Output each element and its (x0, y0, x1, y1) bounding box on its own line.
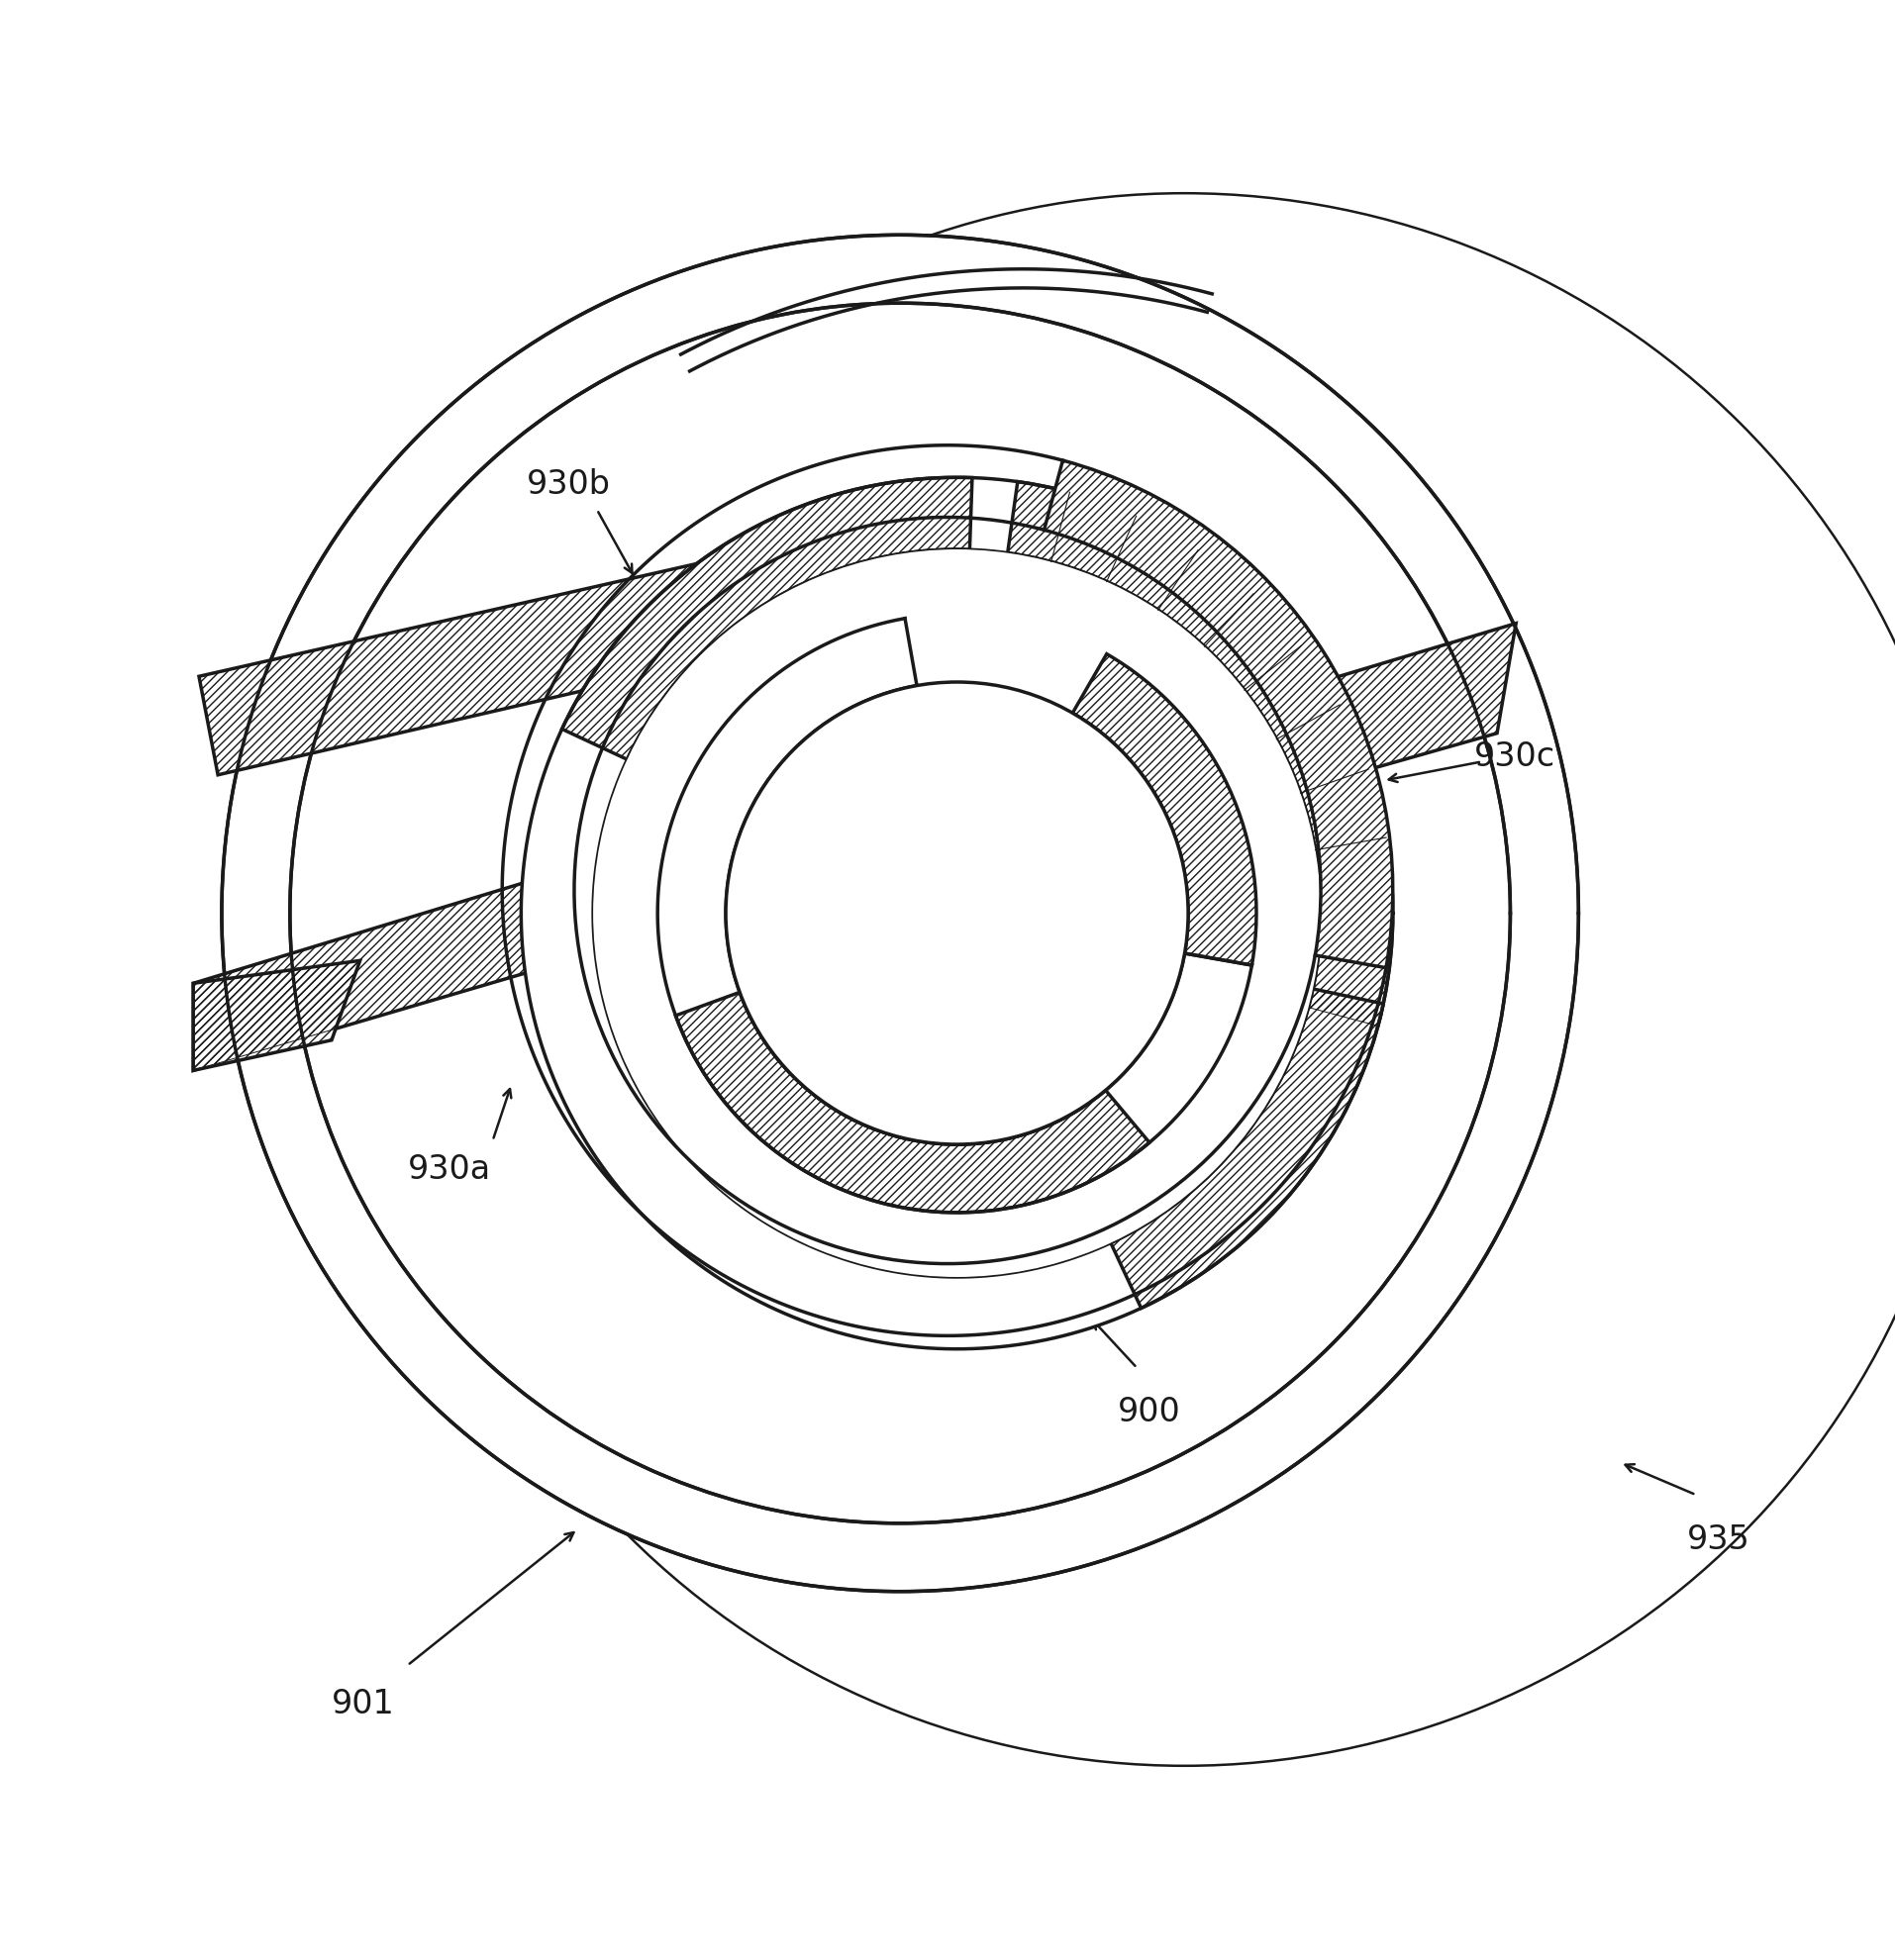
Text: 900: 900 (1118, 1396, 1181, 1429)
Polygon shape (193, 819, 735, 1070)
Text: 930c: 930c (1474, 741, 1556, 772)
Wedge shape (563, 478, 972, 760)
Circle shape (290, 304, 1510, 1523)
Polygon shape (929, 623, 1516, 896)
Polygon shape (199, 563, 711, 776)
Wedge shape (970, 478, 1018, 553)
Wedge shape (1073, 655, 1256, 966)
Wedge shape (677, 992, 1150, 1213)
Circle shape (658, 615, 1256, 1213)
Polygon shape (193, 960, 360, 1070)
Wedge shape (521, 729, 1141, 1348)
Wedge shape (1008, 482, 1393, 1027)
Circle shape (521, 478, 1393, 1348)
Wedge shape (658, 615, 1107, 1015)
Text: 935: 935 (1687, 1523, 1749, 1554)
Wedge shape (1110, 990, 1383, 1309)
Text: 901: 901 (332, 1688, 394, 1719)
Circle shape (398, 194, 1895, 1766)
Circle shape (222, 235, 1579, 1592)
Circle shape (726, 682, 1188, 1145)
Text: 930b: 930b (527, 468, 610, 500)
Wedge shape (1044, 461, 1393, 968)
Wedge shape (593, 551, 1321, 1278)
Text: 930a: 930a (407, 1152, 491, 1186)
